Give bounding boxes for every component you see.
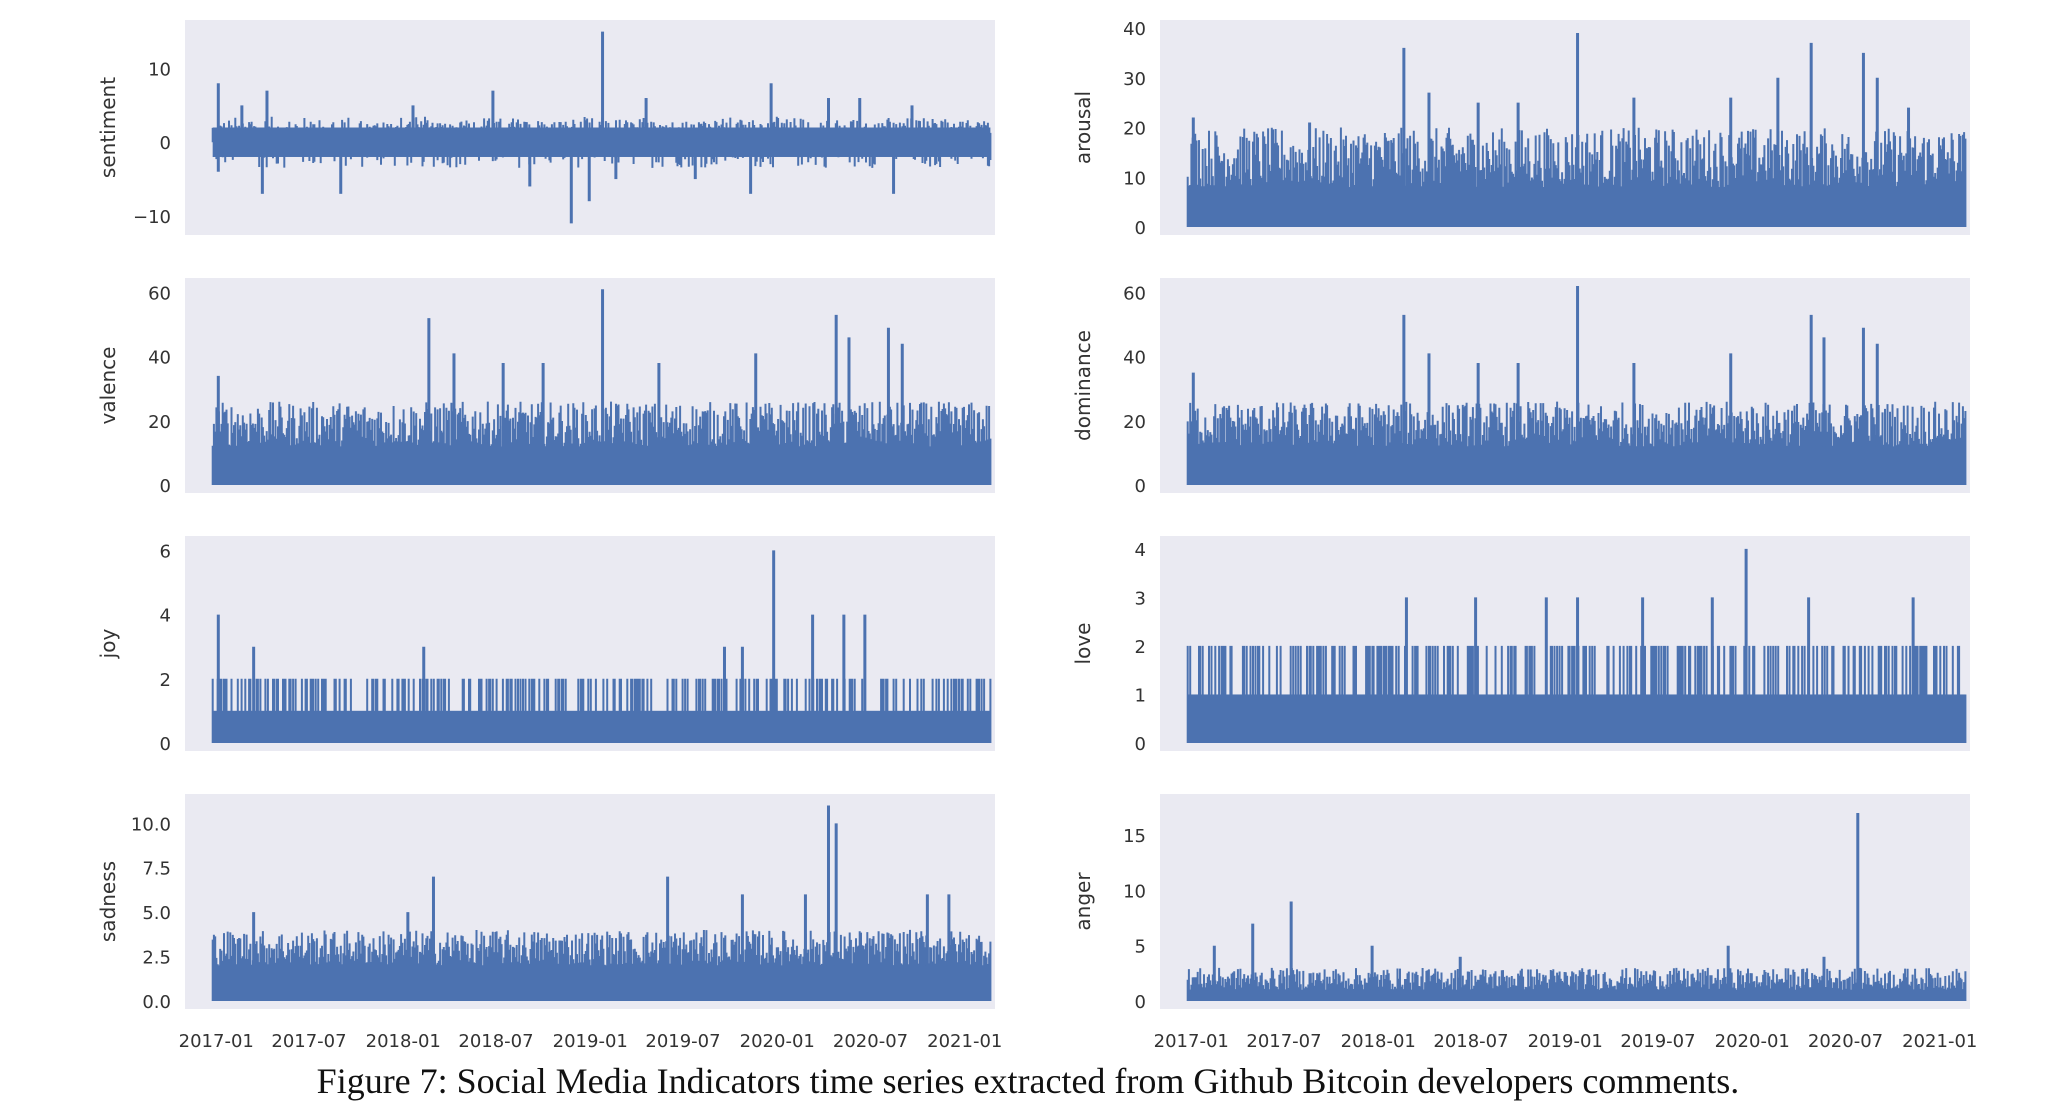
xtick-label: 2020-01 [740,1031,815,1052]
ylabel: joy [96,629,120,660]
ytick-label: 0 [1135,734,1146,755]
ytick-label: 5.0 [142,903,171,924]
xtick-label: 2021-01 [1902,1031,1977,1052]
ylabel: dominance [1071,330,1095,441]
ytick-label: 60 [1123,283,1146,304]
ytick-label: 0 [1135,476,1146,497]
xtick-label: 2017-01 [1154,1031,1229,1052]
ytick-label: 6 [160,541,171,562]
ylabel: sentiment [96,77,120,178]
ylabel: love [1071,623,1095,665]
ytick-label: 40 [1123,19,1146,40]
xtick-label: 2018-07 [458,1031,533,1052]
ytick-label: 0 [1135,218,1146,239]
ytick-label: 0 [160,734,171,755]
series-band [1187,989,1966,1001]
ytick-label: 15 [1123,826,1146,847]
figure-caption: Figure 7: Social Media Indicators time s… [316,1061,1740,1101]
ytick-label: 20 [148,412,171,433]
xtick-label: 2019-01 [553,1031,628,1052]
subplot-dominance: 0 20 40 60 dominance [1071,278,1970,497]
ylabel: arousal [1071,91,1095,164]
xtick-label: 2019-07 [1620,1031,1695,1052]
ytick-label: 30 [1123,69,1146,90]
subplot-sentiment: −10 0 10 sentiment [96,20,995,235]
ylabel: valence [96,347,120,425]
xtick-label: 2021-01 [927,1031,1002,1052]
ytick-label: 0 [160,476,171,497]
ytick-label: 0 [1135,992,1146,1013]
ytick-label: 2.5 [142,948,171,969]
series-band [212,965,991,1001]
ytick-label: 1 [1135,685,1146,706]
subplot-love: 0 1 2 3 4 love [1071,536,1970,755]
ylabel: sadness [96,861,120,942]
subplot-arousal: 0 10 20 30 40 arousal [1071,19,1970,239]
xtick-label: 2019-07 [645,1031,720,1052]
subplot-joy: 0 2 4 6 joy [96,536,995,755]
ytick-label: 4 [160,606,171,627]
ytick-label: 10 [1123,881,1146,902]
ytick-label: 20 [1123,412,1146,433]
xtick-label: 2020-07 [1808,1031,1883,1052]
ytick-label: 7.5 [142,859,171,880]
ytick-label: 10.0 [131,814,171,835]
ytick-label: 5 [1135,937,1146,958]
ytick-label: 20 [1123,119,1146,140]
ytick-label: 0.0 [142,992,171,1013]
xtick-label: 2020-01 [1715,1031,1790,1052]
ytick-label: 40 [1123,348,1146,369]
ytick-label: 40 [148,348,171,369]
ytick-label: 10 [1123,168,1146,189]
ytick-label: 60 [148,283,171,304]
xtick-label: 2018-07 [1433,1031,1508,1052]
figure-canvas: −10010sentiment010203040arousal0204060va… [96,19,1977,1052]
xtick-label: 2019-01 [1528,1031,1603,1052]
xtick-label: 2018-01 [1341,1031,1416,1052]
xtick-label: 2017-01 [179,1031,254,1052]
ytick-label: 3 [1135,588,1146,609]
ylabel: anger [1071,872,1095,931]
ytick-label: 10 [148,60,171,81]
xtick-label: 2018-01 [366,1031,441,1052]
xtick-label: 2020-07 [833,1031,908,1052]
ytick-label: 4 [1135,540,1146,561]
xtick-label: 2017-07 [1246,1031,1321,1052]
subplot-anger: 0 5 10 15 anger 2017-01 2017-07 2018-01 2018-07 2… [1071,794,1977,1052]
subplot-valence: 0 20 40 60 valence [96,278,995,497]
ytick-label: 2 [160,670,171,691]
subplot-sadness: 0.0 2.5 5.0 7.5 10.0 sadness 2017-01 2017-07 201… [96,794,1002,1052]
ytick-label: 0 [160,133,171,154]
series-band [212,710,991,743]
xtick-label: 2017-07 [271,1031,346,1052]
ytick-label: 2 [1135,637,1146,658]
ytick-label: −10 [133,207,171,228]
